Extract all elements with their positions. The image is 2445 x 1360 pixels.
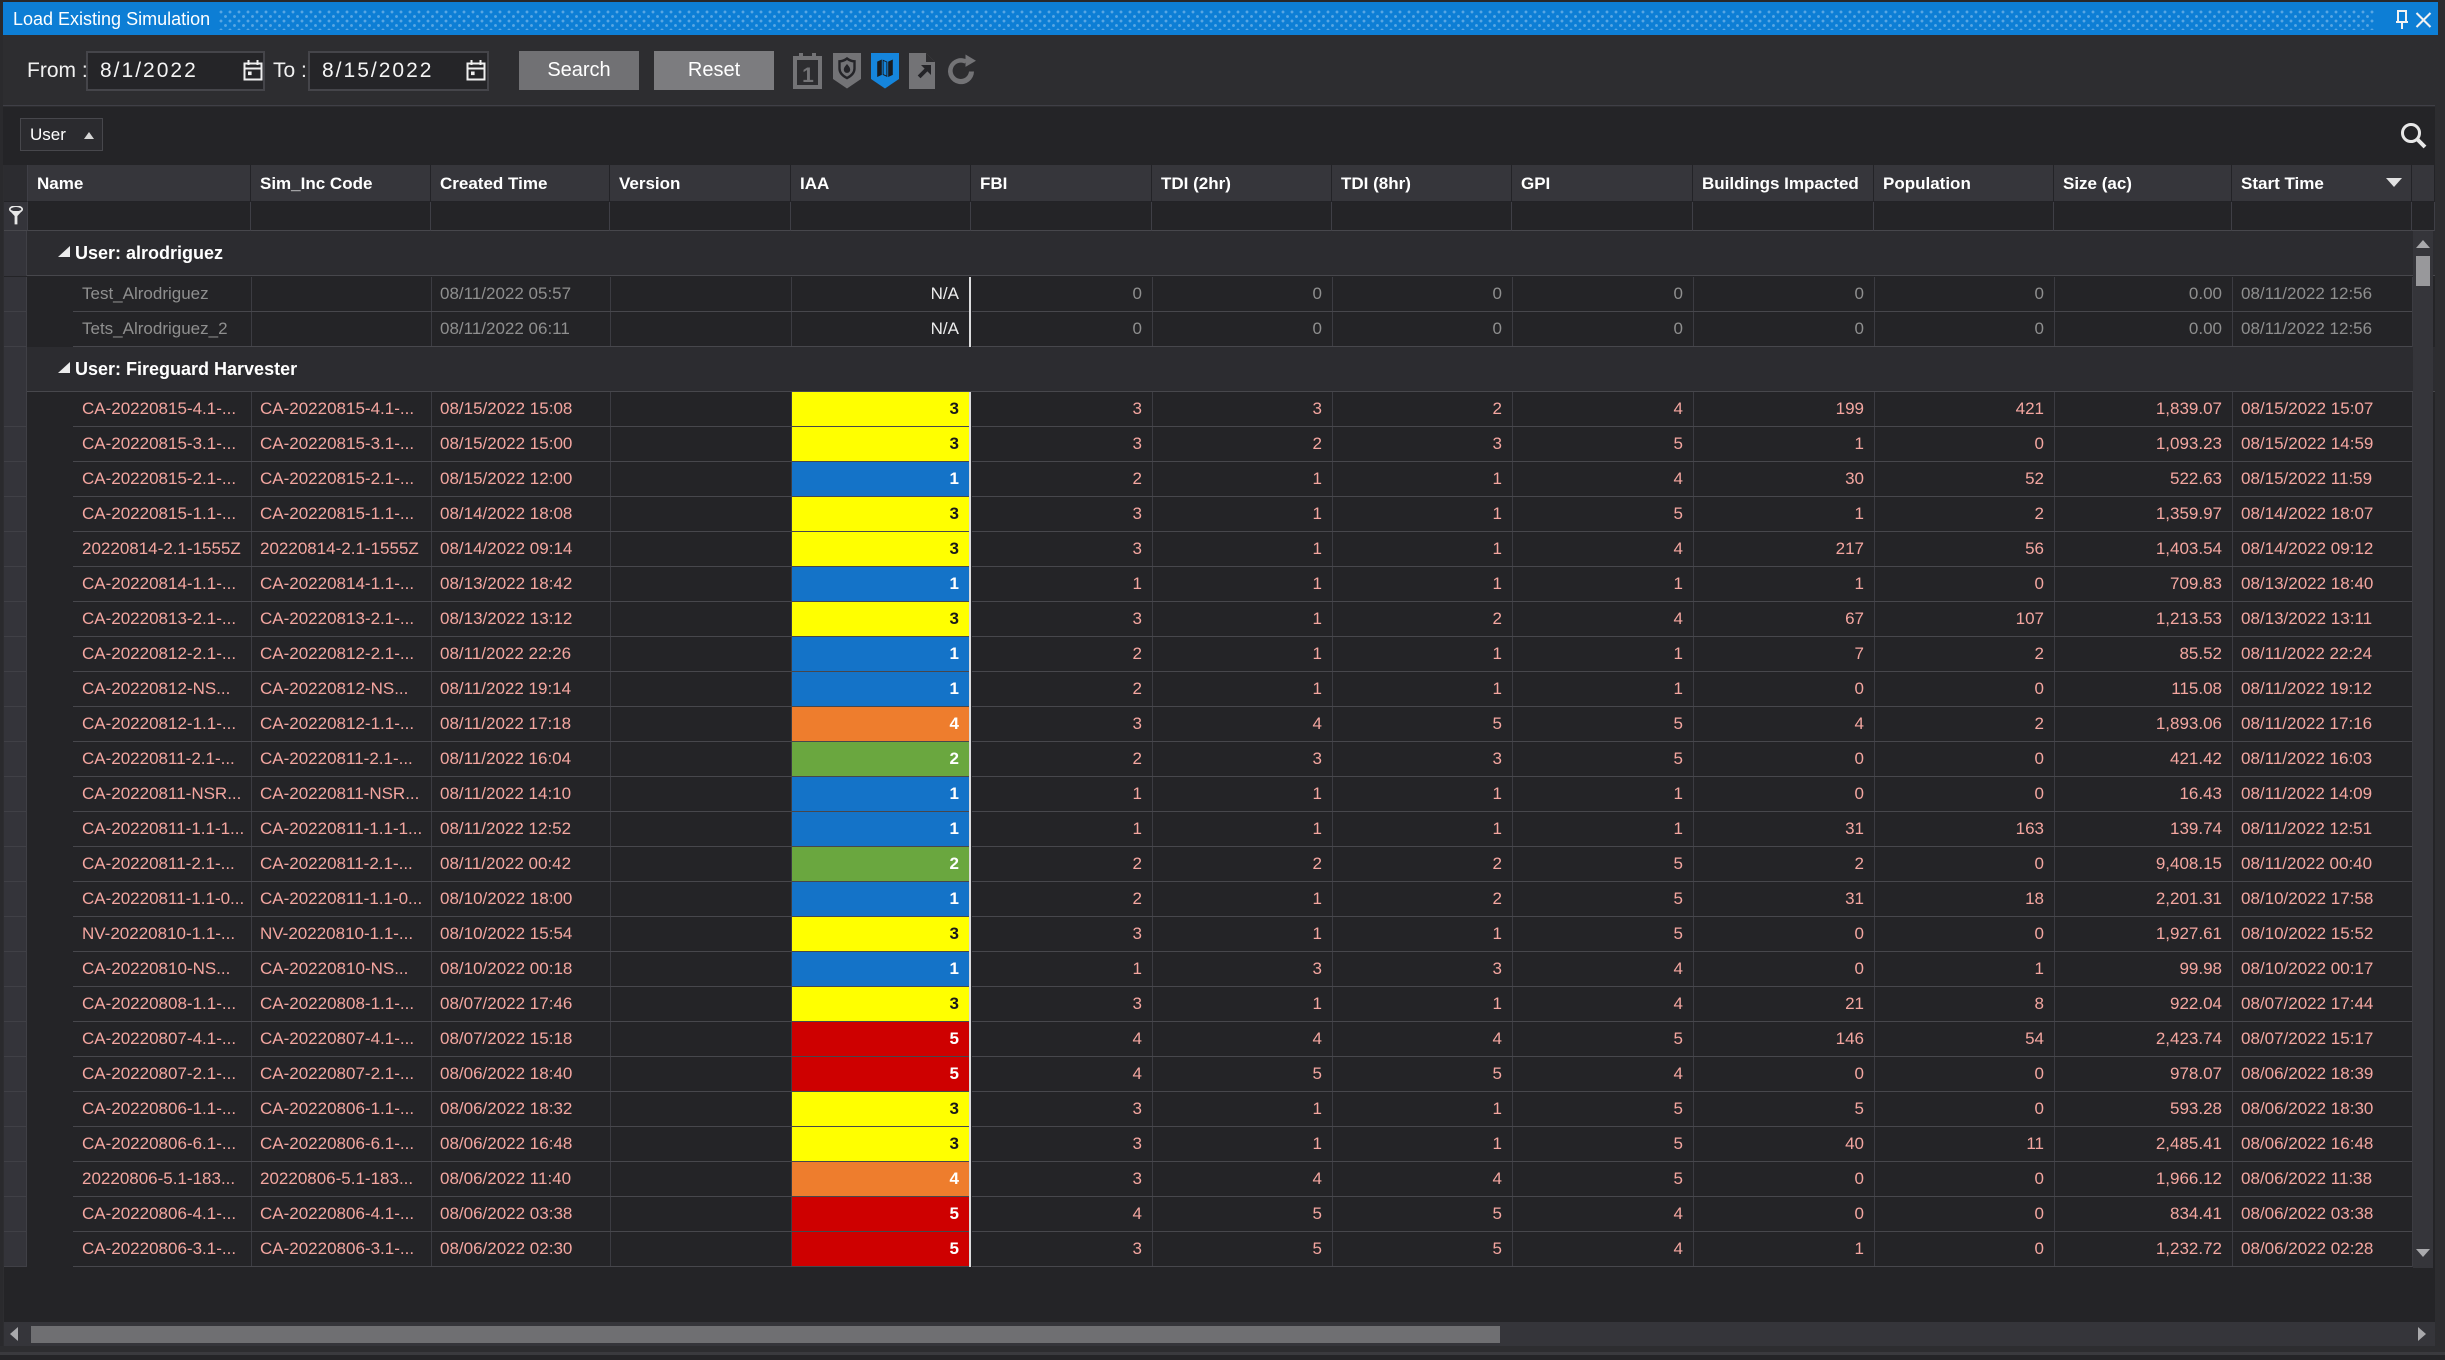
svg-text:1: 1 [802, 64, 814, 87]
